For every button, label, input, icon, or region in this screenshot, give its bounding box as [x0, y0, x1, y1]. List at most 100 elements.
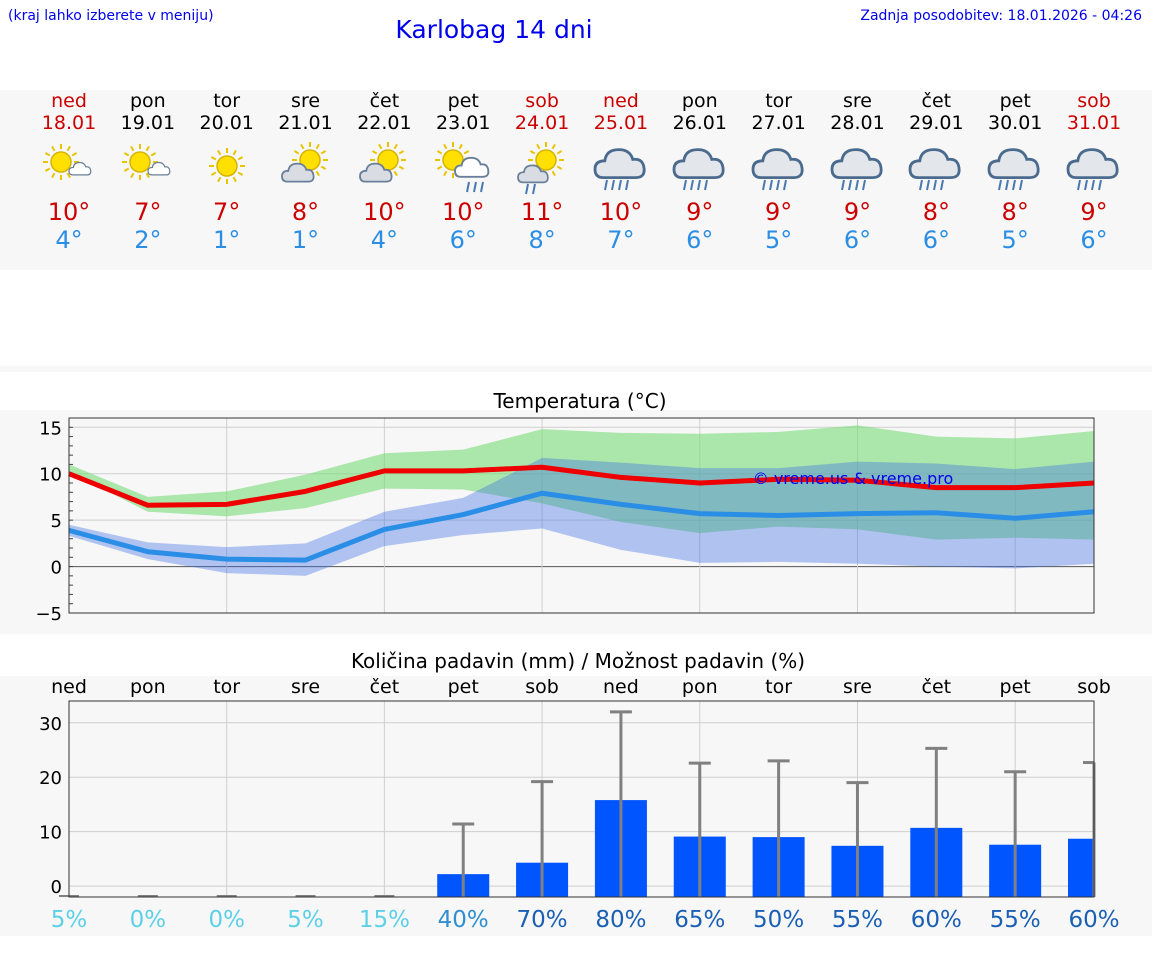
max-temperature-point [383, 470, 385, 472]
max-temperature-point [935, 487, 937, 489]
precipitation-day-label: čet [370, 676, 400, 698]
min-temperature: 5° [765, 226, 793, 254]
temperature-frame [68, 417, 1095, 614]
precipitation-probability: 55% [832, 907, 883, 933]
max-temperature-point [462, 470, 464, 472]
day-column: pon 26.01 9° 6° [660, 90, 740, 254]
max-temperature: 10° [441, 198, 485, 226]
max-temperature-point [305, 490, 307, 492]
day-name: ned [603, 90, 639, 112]
temperature-y-tick: 0 [51, 558, 62, 579]
max-temperature: 8° [291, 198, 320, 226]
sun-cloud-rain-icon [502, 142, 582, 196]
precipitation-day-label: pon [682, 676, 718, 698]
day-name: pon [129, 90, 166, 112]
day-columns: ned 18.01 10° 4° pon 19.01 7° 2° tor 20.01 7° 1° sre… [0, 90, 1152, 270]
temperature-y-tick: 5 [51, 511, 62, 532]
min-temperature-point [226, 558, 228, 560]
day-name: pet [447, 90, 479, 112]
rain-cloud-icon [581, 142, 661, 196]
precipitation-day-label: ned [51, 676, 87, 698]
precipitation-day-label: ned [603, 676, 639, 698]
temperature-y-tick: −5 [35, 604, 62, 625]
precipitation-bar [1068, 838, 1094, 897]
cloud-sun-icon [266, 142, 346, 196]
day-date: 19.01 [120, 112, 176, 134]
min-temperature-point [541, 492, 543, 494]
precipitation-y-tick: 30 [39, 714, 62, 735]
rain-cloud-icon [1054, 142, 1134, 196]
precipitation-day-label: sob [525, 676, 559, 698]
day-date: 23.01 [436, 112, 491, 134]
min-temperature-point [620, 503, 622, 505]
day-name: tor [213, 90, 241, 112]
max-temperature: 8° [922, 198, 950, 226]
daily-forecast-panel [0, 90, 1152, 270]
rain-cloud-icon [739, 142, 819, 196]
watermark: © vreme.us & vreme.pro [753, 469, 954, 488]
precipitation-probability: 40% [438, 907, 489, 933]
precipitation-day-label: pon [130, 676, 166, 698]
temperature-chart-title: Temperatura (°C) [492, 389, 666, 413]
min-temperature-point [1014, 517, 1016, 519]
rain-cloud-icon [660, 142, 740, 196]
day-name: čet [921, 90, 952, 112]
precipitation-y-tick: 0 [51, 877, 62, 898]
max-temperature: 9° [843, 198, 872, 226]
min-temperature-point [305, 559, 307, 561]
day-column: ned 18.01 10° 4° [29, 90, 109, 254]
day-name: sre [291, 90, 321, 112]
max-temperature-point [541, 466, 543, 468]
min-temperature-range-band [69, 457, 1094, 576]
day-date: 29.01 [909, 112, 964, 134]
divider [0, 366, 1152, 372]
day-date: 25.01 [593, 112, 649, 134]
sun-cloud-icon [29, 142, 109, 196]
precipitation-day-label: čet [922, 676, 952, 698]
min-temperature-line [68, 490, 1095, 563]
max-temperature-point [226, 503, 228, 505]
max-temperature: 10° [363, 198, 406, 226]
rain-cloud-icon [896, 142, 976, 196]
precipitation-probability: 60% [1068, 907, 1119, 933]
day-column: tor 20.01 7° 1° [187, 90, 267, 254]
day-date: 18.01 [41, 112, 97, 134]
min-temperature-point [856, 513, 858, 515]
precipitation-probability: 70% [517, 907, 568, 933]
min-temperature-point [778, 515, 780, 516]
precipitation-day-label: tor [213, 676, 240, 698]
precipitation-probability: 15% [359, 907, 410, 933]
max-temperature: 10° [599, 198, 643, 226]
max-temperature: 7° [213, 198, 241, 226]
sun-icon [187, 142, 267, 196]
max-temperature-point [620, 476, 622, 478]
day-column: tor 27.01 9° 5° [739, 90, 819, 254]
max-temperature-point [856, 479, 858, 481]
cloud-sun-icon [344, 142, 424, 196]
day-name: sre [843, 90, 872, 112]
day-column: sre 28.01 9° 6° [818, 90, 898, 254]
max-temperature: 9° [686, 198, 714, 226]
max-temperature-range-band [69, 425, 1094, 540]
day-date: 26.01 [672, 112, 727, 134]
precipitation-probability: 0% [130, 907, 167, 933]
day-name: tor [765, 90, 793, 112]
min-temperature: 4° [55, 226, 83, 254]
temperature-y-tick: 15 [39, 418, 62, 439]
precipitation-probability: 60% [911, 907, 962, 933]
precipitation-y-tick: 10 [39, 823, 62, 844]
day-column: sob 24.01 11° 8° [502, 90, 582, 254]
day-column: pon 19.01 7° 2° [108, 90, 188, 254]
min-temperature: 6° [449, 226, 477, 254]
min-temperature: 5° [1001, 226, 1029, 254]
precipitation-probability: 5% [287, 907, 324, 933]
day-name: pet [999, 90, 1031, 112]
day-column: pet 30.01 8° 5° [975, 90, 1055, 254]
min-temperature: 1° [213, 226, 241, 254]
min-temperature: 8° [528, 226, 556, 254]
precipitation-y-tick: 20 [39, 768, 62, 789]
max-temperature: 10° [47, 198, 91, 226]
min-temperature-point [935, 512, 937, 514]
min-temperature: 2° [134, 226, 162, 254]
precipitation-day-label: pet [448, 676, 479, 698]
